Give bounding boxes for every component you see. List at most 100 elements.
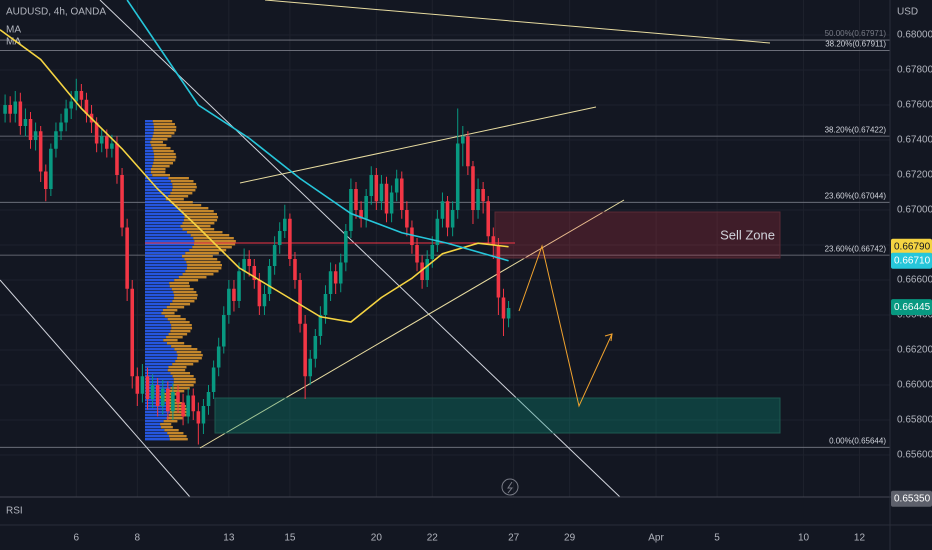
profile-bar <box>152 147 171 150</box>
profile-bar <box>145 186 173 189</box>
profile-bar <box>145 267 187 270</box>
candle-body <box>216 346 221 368</box>
price-label-bg <box>891 490 932 507</box>
candle-body <box>359 210 363 219</box>
profile-bar <box>174 279 199 282</box>
candle-body <box>496 245 501 298</box>
profile-bar <box>154 156 177 159</box>
profile-bar <box>193 237 234 240</box>
profile-bar <box>179 207 209 210</box>
candle-body <box>298 280 302 324</box>
profile-bar <box>145 180 171 183</box>
candle-body <box>425 259 429 280</box>
profile-bar <box>168 414 187 417</box>
profile-bar <box>167 432 184 435</box>
profile-bar <box>169 408 189 411</box>
profile-bar <box>175 204 202 207</box>
profile-bar <box>145 423 161 426</box>
candle-body <box>221 315 226 347</box>
profile-bar <box>145 171 151 174</box>
candle-body <box>94 122 99 144</box>
candle-body <box>461 136 465 144</box>
candle-body <box>349 189 353 231</box>
profile-bar <box>151 138 168 141</box>
candle-body <box>333 271 338 284</box>
profile-bar <box>145 399 164 402</box>
profile-bar <box>152 120 173 123</box>
candle-body <box>405 210 409 228</box>
candle-body <box>242 259 246 272</box>
profile-bar <box>170 387 190 390</box>
profile-bar <box>173 378 196 381</box>
profile-bar <box>168 333 188 336</box>
profile-bar <box>145 144 152 147</box>
x-tick-label: 10 <box>798 533 810 544</box>
profile-bar <box>192 246 232 249</box>
profile-bar <box>173 291 197 294</box>
profile-bar <box>172 384 194 387</box>
profile-bar <box>145 324 172 327</box>
candle-body <box>399 178 404 210</box>
profile-bar <box>172 300 195 303</box>
candle-body <box>130 288 135 377</box>
profile-bar <box>145 303 170 306</box>
x-tick-label: 15 <box>284 533 296 544</box>
y-tick-label: 0.67200 <box>897 170 932 181</box>
candle-body <box>69 101 73 109</box>
profile-bar <box>145 354 178 357</box>
profile-bar <box>145 273 183 276</box>
profile-bar <box>170 330 191 333</box>
x-tick-label: Apr <box>648 533 664 544</box>
profile-bar <box>164 429 179 432</box>
profile-bar <box>165 198 184 201</box>
profile-bar <box>184 258 218 261</box>
candle-body <box>466 136 470 167</box>
profile-bar <box>145 150 154 153</box>
profile-bar <box>169 435 187 438</box>
candle-body <box>13 101 18 114</box>
symbol-title: AUDUSD, 4h, OANDA <box>6 7 106 18</box>
profile-bar <box>169 303 191 306</box>
profile-bar <box>145 207 180 210</box>
candle-body <box>166 388 170 412</box>
profile-bar <box>175 360 199 363</box>
candle-body <box>364 196 368 219</box>
profile-bar <box>168 177 189 180</box>
profile-bar <box>153 123 175 126</box>
profile-bar <box>160 423 172 426</box>
profile-bar <box>182 273 214 276</box>
candle-body <box>99 136 104 144</box>
profile-bar <box>145 132 154 135</box>
candle-body <box>257 280 262 307</box>
x-tick-label: 20 <box>371 533 383 544</box>
candle-body <box>18 101 23 126</box>
profile-bar <box>163 420 178 423</box>
profile-bar <box>153 162 174 165</box>
profile-bar <box>145 138 152 141</box>
profile-bar <box>183 219 218 222</box>
profile-bar <box>145 264 188 267</box>
candle-body <box>323 294 328 315</box>
trend-line <box>264 0 771 44</box>
demand-zone <box>214 397 781 434</box>
profile-bar <box>145 243 195 246</box>
profile-bar <box>181 210 214 213</box>
profile-bar <box>185 270 219 273</box>
candles <box>3 78 511 445</box>
candle-body <box>145 376 150 399</box>
fib-label: 23.60%(0.66742) <box>825 244 887 253</box>
candle-body <box>191 395 196 412</box>
candle-body <box>84 99 89 114</box>
profile-bar <box>145 165 153 168</box>
y-tick-label: 0.65800 <box>897 415 932 426</box>
price-label: 0.66710 <box>894 255 931 266</box>
profile-bar <box>174 294 198 297</box>
candle-body <box>201 406 206 424</box>
candle-body <box>338 262 343 284</box>
profile-bar <box>167 318 186 321</box>
candle-body <box>344 231 348 263</box>
candle-body <box>135 376 140 394</box>
y-tick-label: 0.66400 <box>897 310 932 321</box>
profile-bar <box>145 372 171 375</box>
